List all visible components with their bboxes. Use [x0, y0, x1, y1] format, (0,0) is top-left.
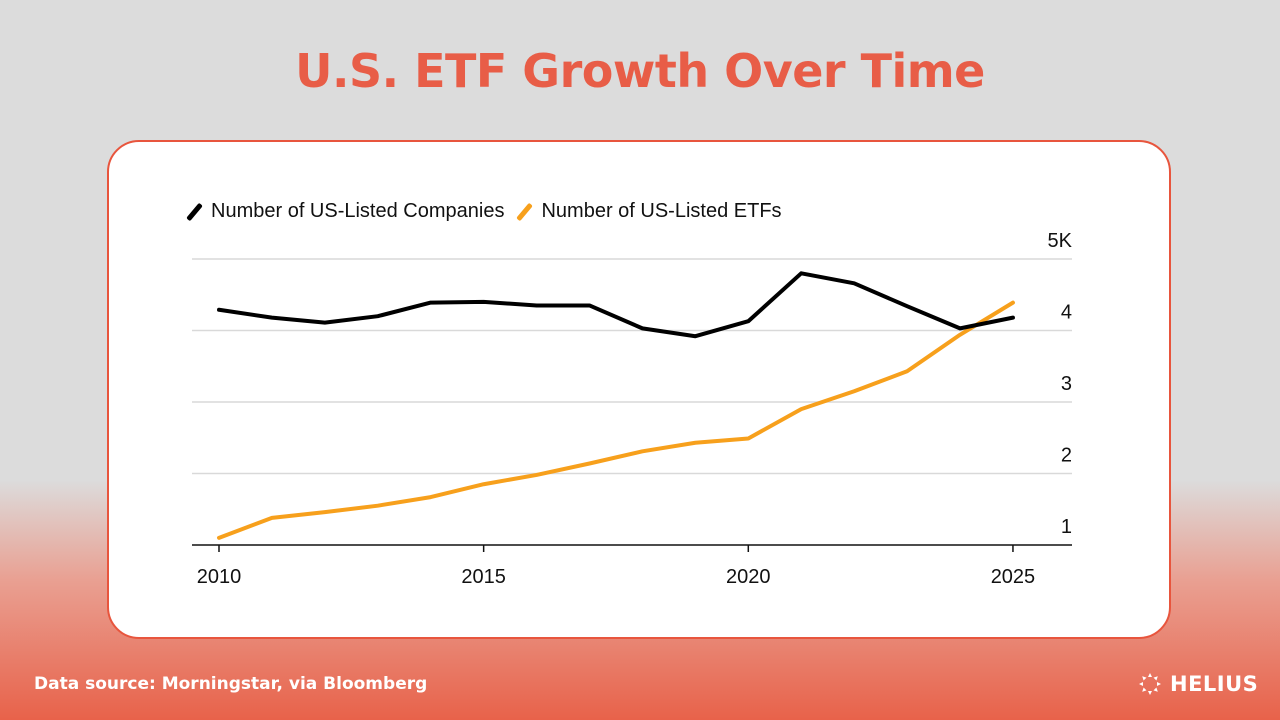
x-tick-label: 2025: [991, 566, 1036, 588]
legend-item-etfs: Number of US-Listed ETFs: [516, 200, 782, 223]
legend: Number of US-Listed Companies Number of …: [186, 200, 800, 223]
legend-item-companies: Number of US-Listed Companies: [186, 200, 505, 223]
companies-line: [217, 271, 1015, 339]
y-tick-label: 3: [1061, 373, 1072, 395]
sun-icon: [1139, 673, 1161, 695]
data-source: Data source: Morningstar, via Bloomberg: [34, 674, 428, 694]
y-tick-label: 2: [1061, 445, 1072, 467]
legend-label-companies: Number of US-Listed Companies: [211, 200, 505, 222]
x-tick-label: 2015: [461, 566, 506, 588]
page-title: U.S. ETF Growth Over Time: [295, 44, 985, 98]
etfs-line: [217, 300, 1015, 540]
chart-card: [107, 140, 1171, 639]
brand-name: HELIUS: [1170, 672, 1259, 696]
y-tick-label: 4: [1061, 302, 1072, 324]
y-tick-label: 1: [1061, 516, 1072, 538]
x-tick-label: 2020: [726, 566, 771, 588]
helius-logo: HELIUS: [1138, 672, 1258, 696]
legend-label-etfs: Number of US-Listed ETFs: [541, 200, 782, 222]
x-tick-label: 2010: [197, 566, 242, 588]
y-tick-label: 5K: [1048, 230, 1073, 252]
